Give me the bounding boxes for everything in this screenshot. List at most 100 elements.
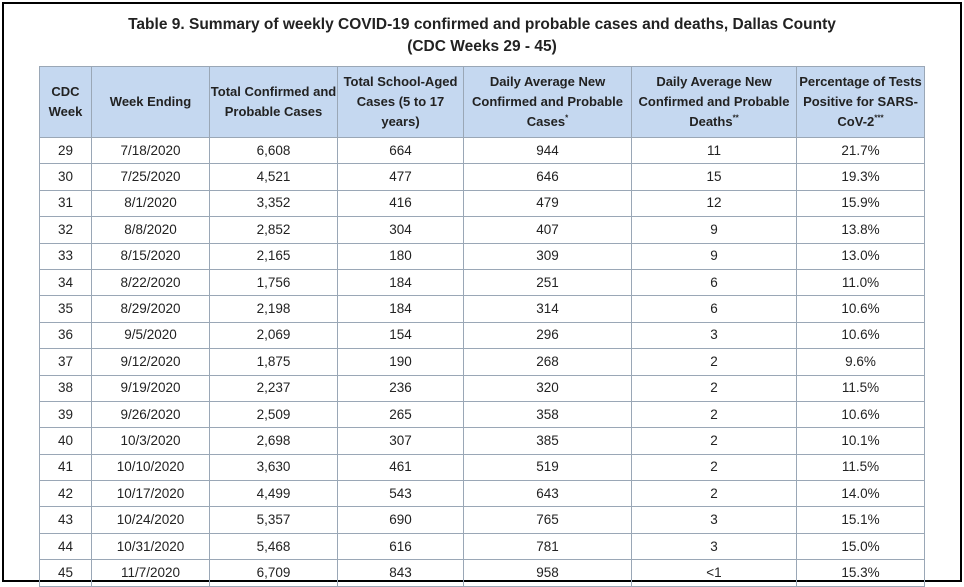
cell-total-cases: 6,608 xyxy=(209,136,338,165)
cell-percent-positive: 10.6% xyxy=(796,400,925,429)
cell-total-cases: 3,352 xyxy=(209,189,338,218)
cell-week-ending: 10/10/2020 xyxy=(91,453,210,482)
cell-school-aged-cases: 843 xyxy=(337,559,464,587)
cell-cdc-week: 41 xyxy=(39,453,92,482)
table-row: 44 10/31/2020 5,468 616 781 3 15.0% xyxy=(39,532,925,561)
cell-total-cases: 6,709 xyxy=(209,559,338,587)
cell-school-aged-cases: 690 xyxy=(337,506,464,534)
header-daily-avg-cases: Daily Average New Confirmed and Probable… xyxy=(463,66,632,138)
cell-cdc-week: 42 xyxy=(39,480,92,508)
header-cdc-week: CDC Week xyxy=(39,66,92,138)
cell-percent-positive: 15.9% xyxy=(796,189,925,218)
cell-daily-avg-deaths: 2 xyxy=(631,400,797,429)
cell-week-ending: 10/3/2020 xyxy=(91,427,210,455)
cell-total-cases: 1,875 xyxy=(209,348,338,376)
covid-summary-table: CDC Week Week Ending Total Confirmed and… xyxy=(39,66,925,587)
cell-week-ending: 11/7/2020 xyxy=(91,559,210,587)
cell-school-aged-cases: 543 xyxy=(337,480,464,508)
table-row: 30 7/25/2020 4,521 477 646 15 19.3% xyxy=(39,163,925,191)
cell-percent-positive: 11.5% xyxy=(796,453,925,482)
cell-daily-avg-cases: 479 xyxy=(463,189,632,218)
cell-daily-avg-cases: 781 xyxy=(463,532,632,561)
cell-cdc-week: 32 xyxy=(39,216,92,244)
table-row: 41 10/10/2020 3,630 461 519 2 11.5% xyxy=(39,453,925,482)
table-row: 32 8/8/2020 2,852 304 407 9 13.8% xyxy=(39,216,925,244)
cell-school-aged-cases: 461 xyxy=(337,453,464,482)
cell-cdc-week: 31 xyxy=(39,189,92,218)
cell-percent-positive: 11.5% xyxy=(796,374,925,402)
cell-week-ending: 9/5/2020 xyxy=(91,321,210,350)
cell-cdc-week: 29 xyxy=(39,136,92,165)
cell-total-cases: 2,509 xyxy=(209,400,338,429)
cell-school-aged-cases: 184 xyxy=(337,268,464,297)
cell-cdc-week: 33 xyxy=(39,242,92,270)
cell-total-cases: 5,468 xyxy=(209,532,338,561)
cell-total-cases: 4,499 xyxy=(209,480,338,508)
header-daily-avg-deaths: Daily Average New Confirmed and Probable… xyxy=(631,66,797,138)
cell-week-ending: 8/8/2020 xyxy=(91,216,210,244)
cell-daily-avg-deaths: 6 xyxy=(631,295,797,323)
cell-total-cases: 2,237 xyxy=(209,374,338,402)
cell-cdc-week: 35 xyxy=(39,295,92,323)
cell-percent-positive: 10.6% xyxy=(796,295,925,323)
cell-daily-avg-deaths: 9 xyxy=(631,242,797,270)
table-row: 31 8/1/2020 3,352 416 479 12 15.9% xyxy=(39,189,925,218)
cell-percent-positive: 13.8% xyxy=(796,216,925,244)
cell-school-aged-cases: 184 xyxy=(337,295,464,323)
cell-percent-positive: 21.7% xyxy=(796,136,925,165)
cell-week-ending: 9/12/2020 xyxy=(91,348,210,376)
cell-daily-avg-deaths: 3 xyxy=(631,321,797,350)
cell-week-ending: 10/31/2020 xyxy=(91,532,210,561)
cell-daily-avg-deaths: 9 xyxy=(631,216,797,244)
cell-total-cases: 2,069 xyxy=(209,321,338,350)
cell-daily-avg-cases: 268 xyxy=(463,348,632,376)
table-title: Table 9. Summary of weekly COVID-19 conf… xyxy=(4,14,960,58)
cell-total-cases: 2,198 xyxy=(209,295,338,323)
cell-week-ending: 9/26/2020 xyxy=(91,400,210,429)
table-title-line-2: (CDC Weeks 29 - 45) xyxy=(407,38,557,55)
cell-daily-avg-cases: 407 xyxy=(463,216,632,244)
cell-week-ending: 10/24/2020 xyxy=(91,506,210,534)
cell-week-ending: 7/18/2020 xyxy=(91,136,210,165)
cell-total-cases: 2,698 xyxy=(209,427,338,455)
table-row: 39 9/26/2020 2,509 265 358 2 10.6% xyxy=(39,400,925,429)
cell-percent-positive: 13.0% xyxy=(796,242,925,270)
cell-cdc-week: 40 xyxy=(39,427,92,455)
cell-daily-avg-cases: 385 xyxy=(463,427,632,455)
cell-cdc-week: 37 xyxy=(39,348,92,376)
table-row: 36 9/5/2020 2,069 154 296 3 10.6% xyxy=(39,321,925,350)
cell-daily-avg-deaths: 2 xyxy=(631,348,797,376)
cell-daily-avg-deaths: 2 xyxy=(631,453,797,482)
table-row: 43 10/24/2020 5,357 690 765 3 15.1% xyxy=(39,506,925,534)
cell-daily-avg-cases: 309 xyxy=(463,242,632,270)
table-title-line-1: Table 9. Summary of weekly COVID-19 conf… xyxy=(128,16,836,33)
table-row: 34 8/22/2020 1,756 184 251 6 11.0% xyxy=(39,268,925,297)
cell-daily-avg-deaths: 12 xyxy=(631,189,797,218)
cell-daily-avg-deaths: 6 xyxy=(631,268,797,297)
cell-school-aged-cases: 265 xyxy=(337,400,464,429)
cell-daily-avg-cases: 314 xyxy=(463,295,632,323)
table-row: 35 8/29/2020 2,198 184 314 6 10.6% xyxy=(39,295,925,323)
cell-total-cases: 2,852 xyxy=(209,216,338,244)
cell-cdc-week: 39 xyxy=(39,400,92,429)
cell-percent-positive: 14.0% xyxy=(796,480,925,508)
cell-percent-positive: 15.1% xyxy=(796,506,925,534)
cell-percent-positive: 15.0% xyxy=(796,532,925,561)
cell-school-aged-cases: 664 xyxy=(337,136,464,165)
cell-total-cases: 4,521 xyxy=(209,163,338,191)
cell-daily-avg-cases: 765 xyxy=(463,506,632,534)
cell-week-ending: 7/25/2020 xyxy=(91,163,210,191)
cell-daily-avg-deaths: 3 xyxy=(631,506,797,534)
cell-week-ending: 8/22/2020 xyxy=(91,268,210,297)
cell-percent-positive: 9.6% xyxy=(796,348,925,376)
table-row: 45 11/7/2020 6,709 843 958 <1 15.3% xyxy=(39,559,925,587)
cell-daily-avg-cases: 320 xyxy=(463,374,632,402)
header-week-ending: Week Ending xyxy=(91,66,210,138)
cell-cdc-week: 30 xyxy=(39,163,92,191)
cell-school-aged-cases: 236 xyxy=(337,374,464,402)
cell-week-ending: 8/29/2020 xyxy=(91,295,210,323)
table-row: 33 8/15/2020 2,165 180 309 9 13.0% xyxy=(39,242,925,270)
cell-total-cases: 1,756 xyxy=(209,268,338,297)
cell-percent-positive: 10.1% xyxy=(796,427,925,455)
cell-percent-positive: 19.3% xyxy=(796,163,925,191)
